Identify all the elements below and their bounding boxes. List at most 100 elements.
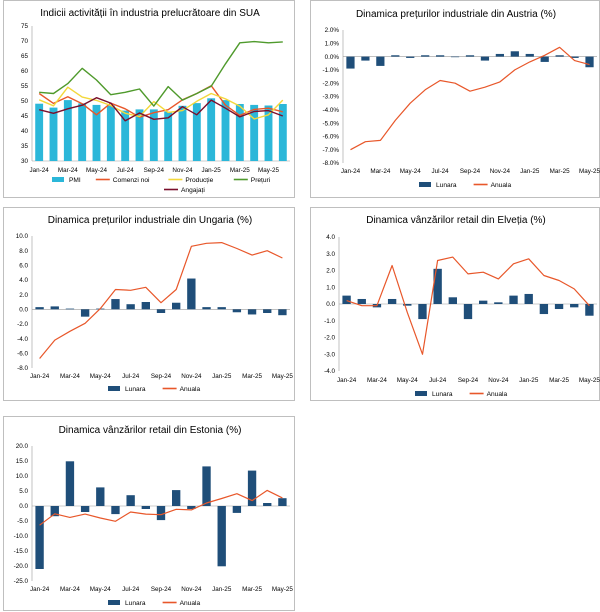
legend-label: Producție [185,177,213,184]
x-tick-label: Mar-24 [367,377,387,384]
bar-lunara [156,309,166,313]
y-tick-label: 6.0 [19,263,28,270]
bar-lunara [65,308,75,310]
y-tick-label: 3.0 [326,251,335,258]
bar-lunara [80,309,90,317]
bar-lunara [555,55,564,57]
legend-label: Angajați [181,187,205,194]
y-tick-label: -10.0 [14,533,29,540]
y-tick-label: -1.0% [323,67,340,74]
y-tick-label: -4.0% [323,107,340,114]
bar-lunara [156,506,166,521]
x-tick-label: Sep-24 [460,168,481,175]
x-tick-label: Jul-24 [122,586,140,593]
y-tick-label: 55 [21,83,29,90]
bar-lunara [247,470,257,506]
bar-lunara [35,506,44,569]
legend-label: Anuala [180,600,201,607]
x-tick-label: Jan-24 [30,586,50,593]
bar-lunara [187,506,196,509]
bar-lunara [376,56,385,66]
y-tick-label: 20.0 [16,443,29,450]
y-tick-label: 2.0 [19,292,28,299]
bar-pmi [207,98,216,161]
bar-lunara [509,295,518,304]
chart-usa: Indicii activității în industria prelucr… [21,8,290,194]
bar-lunara [418,304,427,320]
y-tick-label: -25.0 [14,578,29,585]
bar-lunara [540,56,549,62]
line-producție [38,86,284,120]
y-tick-label: -2.0% [323,80,340,87]
legend-label: Prețuri [251,177,271,184]
bar-pmi [92,104,101,161]
x-tick-label: Jan-24 [341,168,361,175]
y-tick-label: 4.0 [19,277,28,284]
x-tick-label: Mar-25 [230,167,250,174]
bar-pmi [164,111,173,161]
bar-pmi [178,105,187,161]
legend-label: Anuala [180,386,201,393]
legend-swatch [419,182,431,187]
bar-lunara [278,309,287,316]
bar-lunara [570,304,579,308]
x-tick-label: May-25 [272,373,293,380]
bar-pmi [250,104,259,161]
legend-label: PMI [69,177,81,184]
y-tick-label: 0.0 [19,503,28,510]
x-tick-label: Mar-25 [549,377,569,384]
x-tick-label: Mar-24 [60,586,80,593]
y-tick-label: 30 [21,158,29,165]
x-tick-label: May-25 [579,377,600,384]
x-tick-label: May-24 [400,168,421,175]
bar-lunara [539,304,549,315]
x-tick-label: May-25 [258,167,279,174]
bar-lunara [232,506,242,513]
y-tick-label: -20.0 [14,563,29,570]
legend-label: Lunara [432,391,453,398]
y-tick-label: -3.0 [324,351,335,358]
y-tick-label: 1.0 [326,284,335,291]
chart-estonia: Dinamica vânzărilor retail din Estonia (… [14,425,294,607]
bar-lunara [96,487,105,506]
line-angajați [39,96,284,122]
chart-title: Dinamica vânzărilor retail din Estonia (… [59,425,242,436]
bar-lunara [141,302,150,310]
x-tick-label: Nov-24 [181,373,202,380]
x-tick-label: Sep-24 [458,377,479,384]
x-tick-label: Jan-25 [212,586,232,593]
y-tick-label: 40 [21,128,29,135]
legend-swatch [108,386,120,391]
y-tick-label: 65 [21,53,29,60]
bar-lunara [263,309,272,313]
x-tick-label: Sep-24 [151,586,172,593]
bar-pmi [235,104,244,161]
bar-lunara [524,293,533,304]
y-tick-label: 75 [21,23,29,30]
line-anuala [350,46,590,151]
bar-lunara [217,307,226,310]
x-tick-label: Nov-24 [488,377,509,384]
bar-lunara [232,309,242,313]
x-tick-label: Nov-24 [172,167,193,174]
bar-pmi [63,100,72,161]
bar-lunara [126,495,135,506]
y-tick-label: 50 [21,98,29,105]
x-tick-label: Jul-24 [429,377,447,384]
bar-pmi [106,105,115,161]
chart-elvetia: Dinamica vânzărilor retail din Elveția (… [324,215,600,398]
y-tick-label: 4.0 [326,234,335,241]
chart-panel-elvetia: Dinamica vânzărilor retail din Elveția (… [310,207,600,401]
chart-austria: Dinamica prețurilor industriale din Aust… [323,9,600,189]
bar-lunara [50,306,59,310]
bar-lunara [495,53,504,57]
y-tick-label: -7.0% [323,147,340,154]
bar-lunara [346,56,355,69]
chart-panel-usa: Indicii activității în industria prelucr… [3,0,295,198]
y-tick-label: 70 [21,38,29,45]
line-anuala [39,489,283,526]
x-tick-label: Jan-25 [520,168,540,175]
legend-label: Lunara [436,182,457,189]
bar-pmi [264,105,273,161]
x-tick-label: May-24 [90,586,111,593]
